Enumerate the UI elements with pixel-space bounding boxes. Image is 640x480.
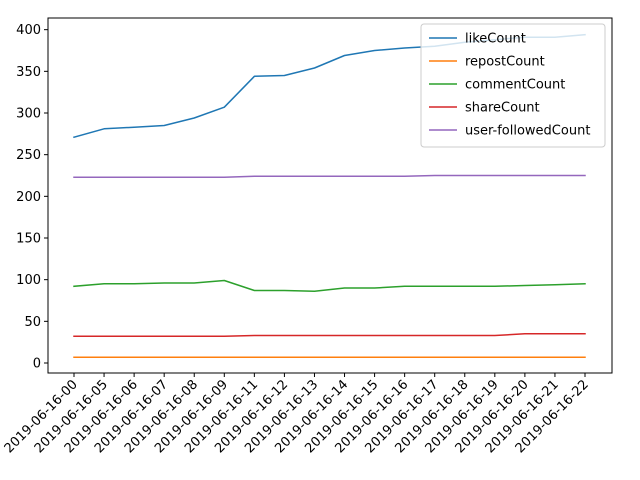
series-line-shareCount: [73, 333, 586, 338]
y-tick-label: 0: [33, 357, 41, 372]
legend-label: shareCount: [465, 101, 540, 116]
series-line-user-followedCount: [73, 174, 586, 178]
series-line-commentCount: [73, 279, 586, 293]
legend-label: likeCount: [465, 32, 526, 47]
legend-box: [420, 23, 606, 148]
y-tick-label: 150: [16, 232, 41, 247]
y-tick-label: 100: [16, 273, 41, 288]
plot-frame: [47, 17, 613, 374]
y-tick-label: 400: [16, 23, 41, 38]
legend-label: repostCount: [465, 55, 545, 70]
y-tick-label: 250: [16, 148, 41, 163]
legend-label: user-followedCount: [465, 124, 590, 139]
x-axis: 2019-06-16-002019-06-16-052019-06-16-062…: [2, 373, 592, 456]
legend: likeCount repostCount commentCount shareCou…: [420, 23, 606, 148]
y-tick-label: 350: [16, 65, 41, 80]
y-axis: 0 50 100 150 200 250 300 350 400: [16, 23, 48, 372]
y-tick-label: 200: [16, 190, 41, 205]
legend-label: commentCount: [465, 78, 565, 93]
y-tick-label: 300: [16, 107, 41, 122]
y-tick-label: 50: [24, 315, 41, 330]
